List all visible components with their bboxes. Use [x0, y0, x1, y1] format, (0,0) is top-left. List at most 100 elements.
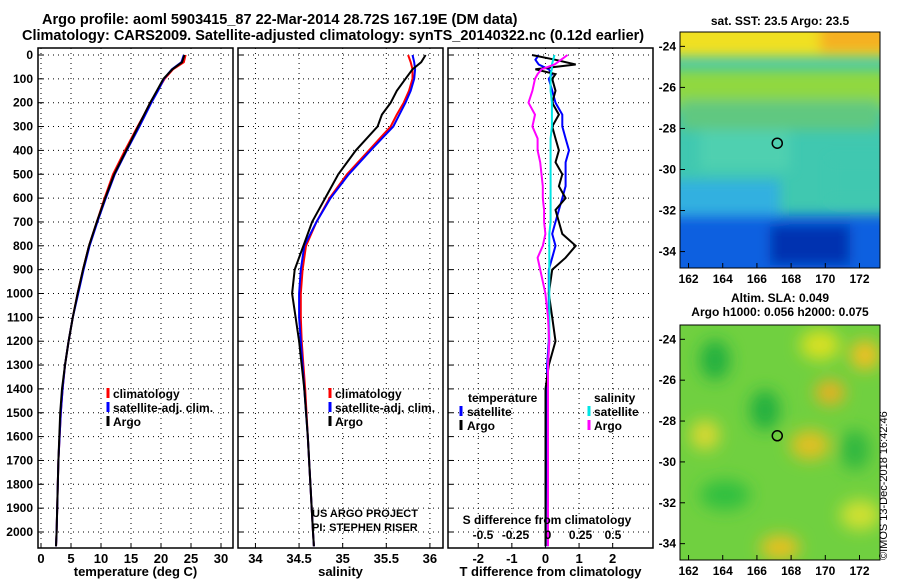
depth-tick-label: 0 — [26, 48, 33, 62]
lon-tick-label: 170 — [815, 564, 835, 578]
title-line-1: Argo profile: aoml 5903415_87 22-Mar-201… — [42, 12, 518, 28]
legend-label: Argo — [113, 415, 141, 429]
title-line-2: Climatology: CARS2009. Satellite-adjuste… — [22, 28, 645, 44]
x-tick-label: 20 — [154, 551, 168, 566]
depth-tick-label: 1400 — [6, 382, 33, 396]
sla-map-subtitle: Argo h1000: 0.056 h2000: 0.075 — [691, 305, 869, 319]
series-argo — [55, 54, 186, 547]
legend-label: satellite-adj. clim. — [113, 401, 213, 415]
lon-tick-label: 168 — [781, 272, 801, 286]
lat-tick-label: -32 — [659, 204, 677, 218]
x-tick-label: 25 — [184, 551, 198, 566]
x-tick-label: 1 — [575, 551, 582, 566]
series-climatology — [299, 54, 414, 547]
legend-title-temperature: temperature — [468, 391, 538, 405]
x-axis-label: T difference from climatology — [459, 564, 642, 579]
sst-map-title: sat. SST: 23.5 Argo: 23.5 — [711, 14, 850, 28]
legend-label: satellite — [594, 405, 639, 419]
map-frame — [679, 31, 881, 269]
s-axis-label: S difference from climatology — [463, 513, 632, 527]
lat-tick-label: -24 — [659, 332, 677, 346]
lon-tick-label: 162 — [679, 564, 699, 578]
lon-tick-label: 164 — [713, 564, 733, 578]
map-image — [680, 32, 880, 268]
depth-tick-label: 100 — [13, 72, 33, 86]
lon-tick-label: 166 — [747, 272, 767, 286]
lon-tick-label: 166 — [747, 564, 767, 578]
x-tick-label: 30 — [214, 551, 228, 566]
depth-tick-label: 1700 — [6, 453, 33, 467]
depth-tick-label: 900 — [13, 263, 33, 277]
series-s-argo — [527, 54, 569, 547]
difference-panel: -2 -1 0 1 2T difference from climatology temp… — [447, 47, 654, 579]
legend-label: satellite-adj. clim. — [335, 401, 435, 415]
depth-tick-label: 1200 — [6, 334, 33, 348]
depth-tick-label: 700 — [13, 215, 33, 229]
depth-tick-label: 300 — [13, 120, 33, 134]
lon-tick-label: 172 — [849, 564, 869, 578]
lat-tick-label: -28 — [659, 121, 677, 135]
lat-tick-label: -32 — [659, 496, 677, 510]
s-tick-label: 0.5 — [605, 528, 622, 542]
argo-location-marker — [771, 137, 784, 149]
project-annotation: US ARGO PROJECT — [312, 508, 418, 520]
depth-tick-label: 800 — [13, 239, 33, 253]
depth-tick-label: 500 — [13, 167, 33, 181]
map-image — [680, 325, 880, 560]
depth-tick-label: 400 — [13, 143, 33, 157]
x-tick-label: -2 — [472, 551, 484, 566]
series-satellite-adj-clim- — [298, 54, 417, 547]
lon-tick-label: 168 — [781, 564, 801, 578]
lat-tick-label: -24 — [659, 39, 677, 53]
x-axis-label: salinity — [318, 564, 364, 579]
depth-tick-label: 1300 — [6, 358, 33, 372]
depth-tick-label: 2000 — [6, 525, 33, 539]
x-tick-label: 35 — [335, 551, 349, 566]
legend-label: climatology — [113, 387, 180, 401]
s-tick-label: 0.25 — [569, 528, 593, 542]
depth-tick-label: 1900 — [6, 501, 33, 515]
salinity-panel: 34 34.5 35 35.5 36 salinity climatologysatelli… — [237, 47, 444, 579]
series-t-argo — [531, 54, 578, 547]
legend-label: satellite — [467, 405, 512, 419]
temperature-panel: 0 5 10 15 20 25 30 temperature (deg C) climatolo… — [37, 47, 234, 579]
x-tick-label: 34 — [248, 551, 263, 566]
depth-tick-label: 1600 — [6, 430, 33, 444]
x-tick-label: 15 — [124, 551, 138, 566]
s-tick-label: -0.25 — [502, 528, 530, 542]
legend-title-salinity: salinity — [594, 391, 636, 405]
legend-label: Argo — [467, 419, 495, 433]
depth-tick-label: 600 — [13, 191, 33, 205]
lat-tick-label: -26 — [659, 80, 677, 94]
lat-tick-label: -34 — [659, 245, 677, 259]
x-tick-label: 34.5 — [286, 551, 311, 566]
depth-tick-label: 1100 — [7, 310, 33, 324]
lat-tick-label: -34 — [659, 537, 677, 551]
lon-tick-label: 170 — [815, 272, 835, 286]
x-tick-label: 10 — [94, 551, 108, 566]
axes-frame — [447, 47, 654, 549]
legend-label: climatology — [335, 387, 402, 401]
x-tick-label: 0 — [542, 551, 549, 566]
x-tick-label: 35.5 — [374, 551, 399, 566]
lat-tick-label: -26 — [659, 373, 677, 387]
axes-frame — [37, 47, 234, 549]
map-frame — [679, 324, 881, 561]
argo-location-marker — [771, 430, 784, 442]
sst-map: 162 164 166 168 170 172 -24 -26 -28 -30 -32 -34 sat.… — [659, 14, 881, 286]
x-axis-label: temperature (deg C) — [74, 564, 198, 579]
depth-tick-label: 200 — [13, 96, 33, 110]
x-tick-label: 2 — [609, 551, 616, 566]
lat-tick-label: -28 — [659, 414, 677, 428]
depth-tick-label: 1500 — [6, 406, 33, 420]
depth-tick-label: 1800 — [6, 477, 33, 491]
x-tick-label: -1 — [506, 551, 518, 566]
axes-frame — [237, 47, 444, 549]
x-tick-label: 5 — [67, 551, 74, 566]
lat-tick-label: -30 — [659, 162, 677, 176]
legend-label: Argo — [594, 419, 622, 433]
x-tick-label: 36 — [423, 551, 437, 566]
lon-tick-label: 172 — [849, 272, 869, 286]
